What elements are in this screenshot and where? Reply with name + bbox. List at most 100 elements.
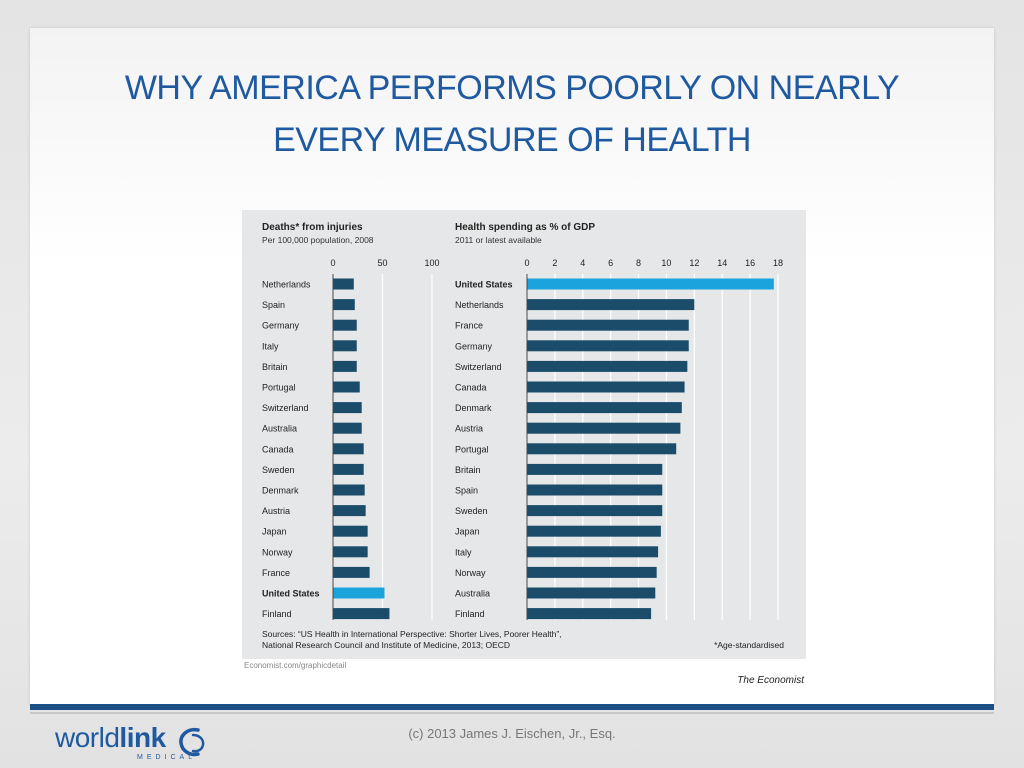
chart2-bar <box>527 319 689 331</box>
chart2-bar <box>527 587 656 599</box>
chart2-subtitle: 2011 or latest available <box>455 235 542 245</box>
chart1-bar <box>333 443 364 455</box>
logo-word-regular: world <box>55 722 120 753</box>
slide-title-line-2: EVERY MEASURE OF HEALTH <box>273 121 751 159</box>
chart2-bar <box>527 525 661 537</box>
chart2-bar <box>527 299 695 311</box>
chart2-bar <box>527 443 677 455</box>
chart2-bar <box>527 566 657 578</box>
footer-divider-grey <box>30 712 994 714</box>
chart1-tick-label: 100 <box>424 258 439 268</box>
chart-credit-strip <box>242 659 806 698</box>
chart1-category-label: Norway <box>262 547 293 557</box>
chart2-bar <box>527 608 652 620</box>
chart2-bar <box>527 381 685 393</box>
chart1-bar <box>333 608 390 620</box>
chart1-bar <box>333 319 357 331</box>
footer-divider-blue <box>30 704 994 710</box>
chart-sources-line-2: National Research Council and Institute … <box>262 640 510 650</box>
chart1-category-label: United States <box>262 589 320 599</box>
chart2-category-label: Portugal <box>455 444 489 454</box>
chart1-bar <box>333 484 365 496</box>
chart2-category-label: Denmark <box>455 403 492 413</box>
logo-subtitle: MEDICAL <box>137 754 197 761</box>
chart1-bar <box>333 546 368 558</box>
chart2-category-label: Sweden <box>455 506 488 516</box>
logo-swirl-icon <box>179 727 205 757</box>
chart1-bar <box>333 360 357 372</box>
chart2-category-label: Spain <box>455 486 478 496</box>
chart1-category-label: Germany <box>262 321 300 331</box>
chart2-tick-label: 14 <box>717 258 727 268</box>
chart1-bar <box>333 566 370 578</box>
chart-source-link: Economist.com/graphicdetail <box>244 661 346 670</box>
chart2-bar <box>527 402 682 414</box>
chart-footnote: *Age-standardised <box>714 640 784 650</box>
chart2-tick-label: 10 <box>661 258 671 268</box>
chart-image: Deaths* from injuries Per 100,000 popula… <box>242 210 806 698</box>
chart2-tick-label: 16 <box>745 258 755 268</box>
chart1-category-label: Australia <box>262 424 297 434</box>
chart2-category-label: Netherlands <box>455 300 504 310</box>
chart2-category-label: Australia <box>455 589 490 599</box>
chart1-bar <box>333 463 364 475</box>
chart1-title: Deaths* from injuries <box>262 222 363 233</box>
chart2-category-label: Britain <box>455 465 481 475</box>
chart2-category-label: France <box>455 321 483 331</box>
chart2-category-label: Canada <box>455 383 487 393</box>
chart1-bar <box>333 381 360 393</box>
chart1-tick-label: 0 <box>330 258 335 268</box>
chart2-category-label: Norway <box>455 568 486 578</box>
chart1-category-label: Italy <box>262 341 279 351</box>
worldlink-logo: worldlink MEDICAL <box>55 722 225 762</box>
chart1-category-label: Switzerland <box>262 403 309 413</box>
chart2-bar <box>527 484 663 496</box>
chart2-tick-label: 0 <box>524 258 529 268</box>
chart1-bar <box>333 422 362 434</box>
chart2-category-label: Japan <box>455 527 480 537</box>
chart2-category-label: Finland <box>455 609 485 619</box>
chart2-bar <box>527 505 663 517</box>
chart1-bar <box>333 525 368 537</box>
chart1-category-label: Canada <box>262 444 294 454</box>
chart2-tick-label: 6 <box>608 258 613 268</box>
chart2-category-label: Italy <box>455 547 472 557</box>
chart2-title: Health spending as % of GDP <box>455 222 595 233</box>
chart1-category-label: Netherlands <box>262 280 311 290</box>
chart1-category-label: France <box>262 568 290 578</box>
logo-wordmark: worldlink <box>55 722 166 754</box>
logo-word-bold: link <box>119 722 166 753</box>
chart2-tick-label: 2 <box>552 258 557 268</box>
chart1-bar <box>333 505 366 517</box>
chart2-bar <box>527 278 774 290</box>
chart-credit: The Economist <box>737 675 805 686</box>
chart2-tick-label: 12 <box>689 258 699 268</box>
chart-sources-line-1: Sources: “US Health in International Per… <box>262 629 562 639</box>
chart1-category-label: Denmark <box>262 486 299 496</box>
chart1-bar <box>333 278 354 290</box>
chart1-bar <box>333 587 385 599</box>
chart1-category-label: Portugal <box>262 383 296 393</box>
chart1-subtitle: Per 100,000 population, 2008 <box>262 235 374 245</box>
chart1-category-label: Japan <box>262 527 287 537</box>
chart2-tick-label: 4 <box>580 258 585 268</box>
chart2-bar <box>527 360 688 372</box>
chart2-bar <box>527 340 689 352</box>
chart1-tick-label: 50 <box>377 258 387 268</box>
slide-title-line-1: WHY AMERICA PERFORMS POORLY ON NEARLY <box>124 69 900 107</box>
chart2-bar <box>527 546 659 558</box>
chart2-bar <box>527 463 663 475</box>
chart2-category-label: Germany <box>455 341 493 351</box>
chart2-category-label: United States <box>455 280 513 290</box>
chart1-bar <box>333 340 357 352</box>
chart2-tick-label: 18 <box>773 258 783 268</box>
chart1-category-label: Finland <box>262 609 292 619</box>
slide-title: WHY AMERICA PERFORMS POORLY ON NEARLY EV… <box>0 62 1024 166</box>
chart2-category-label: Austria <box>455 424 483 434</box>
chart-svg: Deaths* from injuries Per 100,000 popula… <box>244 222 805 686</box>
copyright-notice: (c) 2013 James J. Eischen, Jr., Esq. <box>408 726 616 741</box>
chart1-bar <box>333 299 355 311</box>
chart1-category-label: Austria <box>262 506 290 516</box>
chart2-bar <box>527 422 681 434</box>
chart1-category-label: Spain <box>262 300 285 310</box>
